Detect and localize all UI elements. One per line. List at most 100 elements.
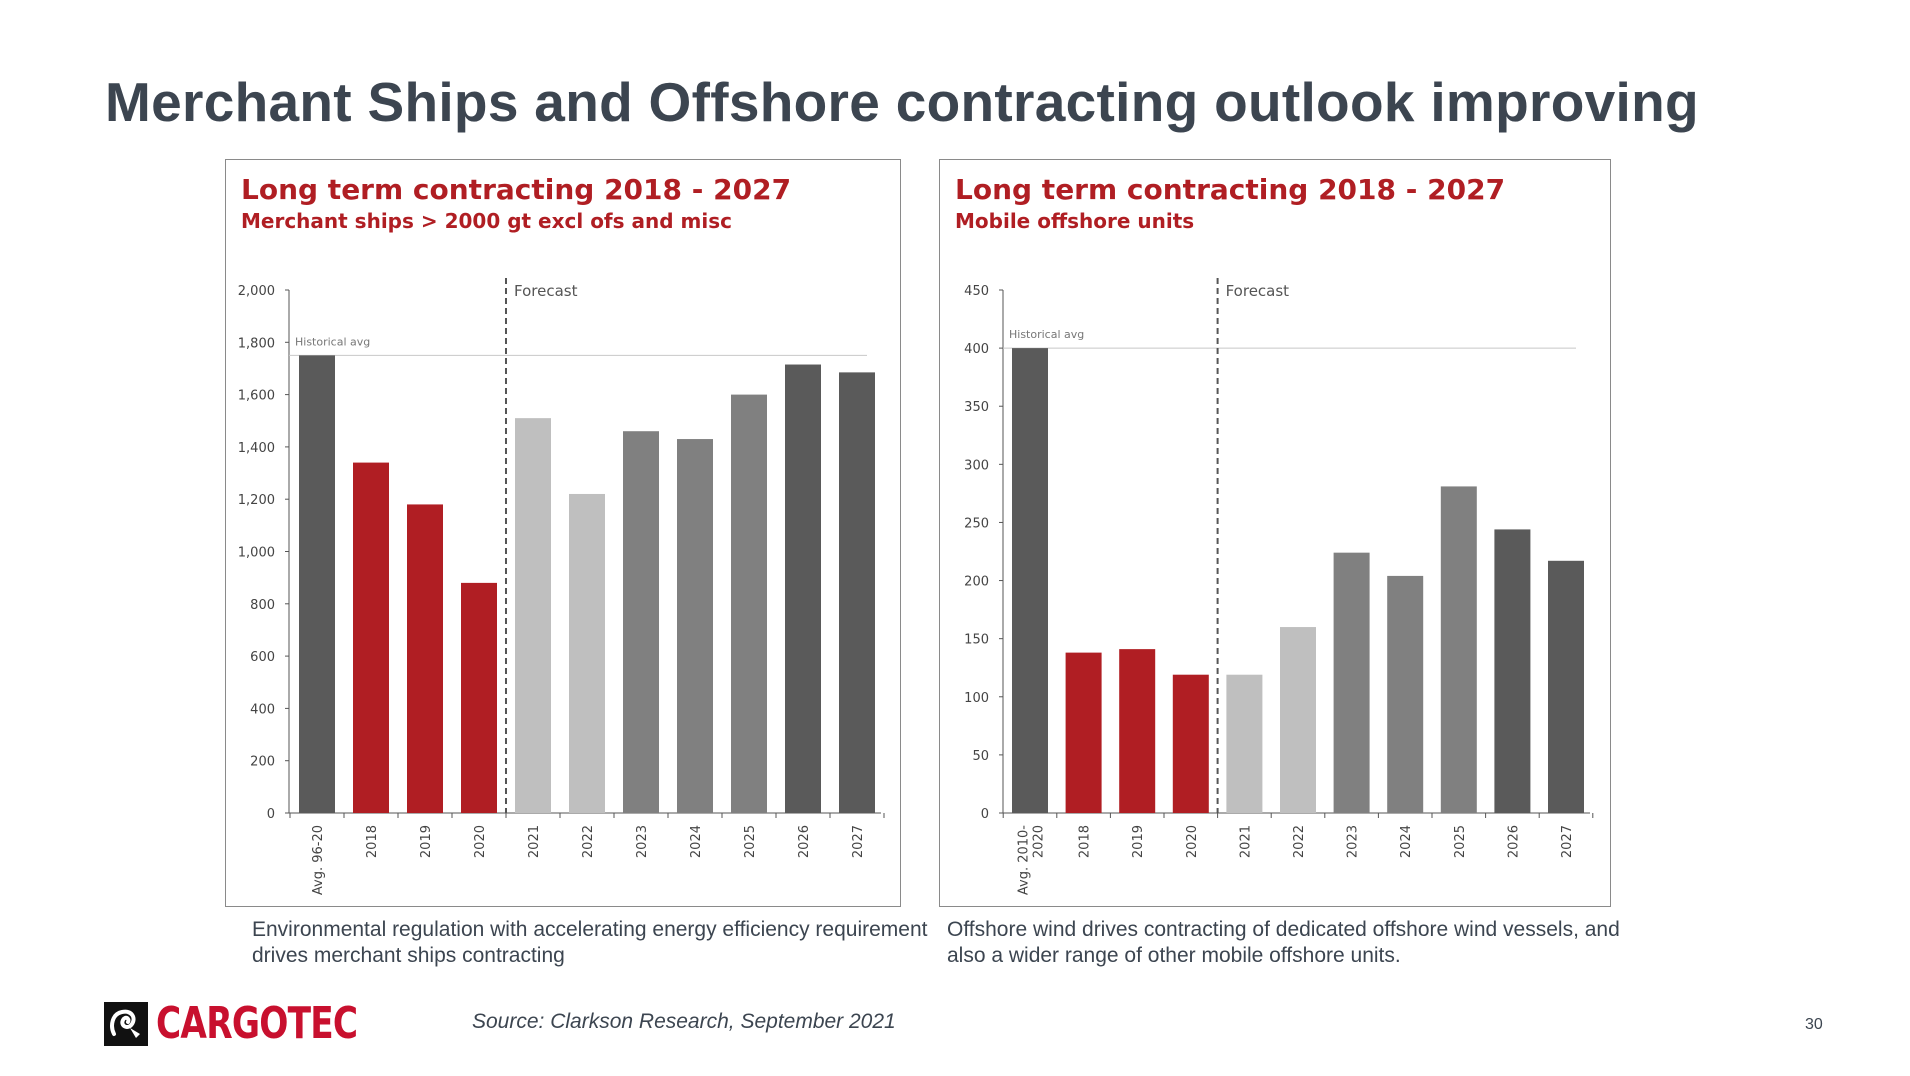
chart-subtitle: Merchant ships > 2000 gt excl ofs and mi… [241, 209, 732, 233]
x-tick-label-line: 2023 [1346, 825, 1361, 858]
chart-title: Long term contracting 2018 - 2027 [241, 173, 792, 206]
y-tick-label: 400 [964, 342, 989, 357]
x-tick-label-line: 2027 [851, 825, 866, 858]
caption-merchant-ships: Environmental regulation with accelerati… [252, 918, 928, 967]
x-tick-label: 2023 [635, 825, 650, 858]
x-tick-label: 2027 [851, 825, 866, 858]
bar-2022 [1280, 627, 1316, 813]
x-tick-label-line: 2019 [419, 825, 434, 858]
x-tick-label: Avg. 2010- 2020 [1017, 825, 1047, 895]
x-tick-label-line: 2018 [1078, 825, 1093, 858]
x-tick-label: 2022 [1292, 825, 1307, 858]
y-tick-label: 100 [964, 691, 989, 706]
bar-2027 [1548, 560, 1584, 813]
bar-2023 [623, 431, 659, 813]
bar-2024 [1387, 575, 1424, 813]
bar-2022 [569, 493, 605, 813]
bar-2024 [677, 439, 713, 813]
y-tick-label: 0 [267, 807, 275, 822]
bar-2018 [1065, 652, 1102, 813]
bar-2026 [785, 364, 821, 813]
y-tick-label: 1,000 [238, 546, 275, 561]
mobile-offshore-bar-chart: 0 50 100 150 200 250 300 350 400 450 Historical av… [964, 278, 1594, 895]
y-tick-label: 300 [964, 458, 989, 473]
x-tick-label-line: 2023 [635, 825, 650, 858]
x-tick-label-line: 2025 [743, 825, 758, 858]
x-tick-label-line: 2020 [1032, 825, 1047, 858]
y-tick-label: 800 [250, 598, 275, 613]
slide-title: Merchant Ships and Offshore contracting … [105, 71, 1699, 133]
x-tick-label-line: 2020 [1185, 825, 1200, 858]
bar-2026 [1494, 529, 1531, 813]
x-tick-label: 2019 [1131, 825, 1146, 858]
y-tick-label: 200 [250, 755, 275, 770]
chart-subtitle: Mobile offshore units [955, 209, 1195, 233]
bar-2018 [353, 462, 389, 813]
x-tick-label: Avg. 96-20 [311, 825, 326, 895]
x-tick-label: 2024 [689, 825, 704, 858]
bar-avg-2010-2020 [1012, 348, 1048, 813]
bar-2021 [515, 418, 551, 813]
x-tick-label: 2023 [1346, 825, 1361, 858]
x-tick-label-line: 2020 [473, 825, 488, 858]
y-tick-label: 600 [250, 650, 275, 665]
x-tick-label-line: 2027 [1560, 825, 1575, 858]
x-tick-label: 2026 [797, 825, 812, 858]
x-tick-label-line: 2018 [365, 825, 380, 858]
x-tick-label: 2020 [1185, 825, 1200, 858]
x-tick-label-line: Avg. 2010- [1017, 825, 1032, 895]
historical-avg-label: Historical avg [1009, 328, 1084, 341]
chart-panel-merchant-ships: Long term contracting 2018 - 2027 Mercha… [225, 159, 901, 907]
x-tick-label: 2025 [1453, 825, 1468, 858]
y-tick-label: 200 [964, 575, 989, 590]
y-tick-label: 1,800 [238, 336, 275, 351]
x-tick-label-line: 2021 [1238, 825, 1253, 858]
bar-2020 [461, 582, 497, 813]
x-tick-label: 2021 [1238, 825, 1253, 858]
x-tick-label: 2021 [527, 825, 542, 858]
x-tick-label-line: 2024 [689, 825, 704, 858]
x-tick-label: 2022 [581, 825, 596, 858]
bar-2020 [1172, 674, 1209, 813]
chart-panel-mobile-offshore: Long term contracting 2018 - 2027 Mobile… [939, 159, 1611, 907]
logo-text: CARGOTEC [156, 998, 358, 1049]
historical-avg-label: Historical avg [295, 335, 370, 348]
x-tick-label: 2024 [1399, 825, 1414, 858]
merchant-ships-bar-chart: 0 200 400 600 800 1,000 1,200 1,400 1,600 1,800 2,… [238, 278, 885, 895]
x-tick-label-line: 2026 [797, 825, 812, 858]
x-tick-label: 2018 [365, 825, 380, 858]
y-tick-label: 150 [964, 633, 989, 648]
cargotec-logo: CARGOTEC [104, 1001, 414, 1047]
page-number: 30 [1805, 1016, 1823, 1033]
y-tick-label: 1,200 [238, 493, 275, 508]
forecast-label: Forecast [514, 282, 578, 300]
x-tick-label-line: 2021 [527, 825, 542, 858]
x-tick-label: 2026 [1506, 825, 1521, 858]
x-tick-label: 2019 [419, 825, 434, 858]
x-tick-label-line: 2019 [1131, 825, 1146, 858]
caption-mobile-offshore: Offshore wind drives contracting of dedi… [947, 918, 1620, 967]
y-tick-label: 1,600 [238, 389, 275, 404]
y-tick-label: 2,000 [238, 284, 275, 299]
x-tick-label-line: 2022 [1292, 825, 1307, 858]
forecast-label: Forecast [1226, 282, 1290, 300]
x-tick-label: 2027 [1560, 825, 1575, 858]
y-tick-label: 1,400 [238, 441, 275, 456]
bar-avg-96-20 [299, 355, 335, 813]
x-tick-label: 2025 [743, 825, 758, 858]
y-tick-label: 50 [972, 749, 989, 764]
source-note: Source: Clarkson Research, September 202… [472, 1010, 896, 1033]
y-tick-label: 250 [964, 516, 989, 531]
bar-2025 [1440, 486, 1477, 813]
bar-2021 [1226, 674, 1263, 813]
y-tick-label: 350 [964, 400, 989, 415]
bar-2019 [407, 504, 443, 813]
chart-title: Long term contracting 2018 - 2027 [955, 173, 1506, 206]
x-tick-label-line: Avg. 96-20 [311, 825, 326, 895]
x-tick-label-line: 2025 [1453, 825, 1468, 858]
bar-2019 [1119, 649, 1156, 813]
cargotec-ram-icon [104, 1002, 148, 1046]
y-tick-label: 450 [964, 284, 989, 299]
y-tick-label: 0 [981, 807, 989, 822]
bar-2027 [839, 372, 875, 813]
